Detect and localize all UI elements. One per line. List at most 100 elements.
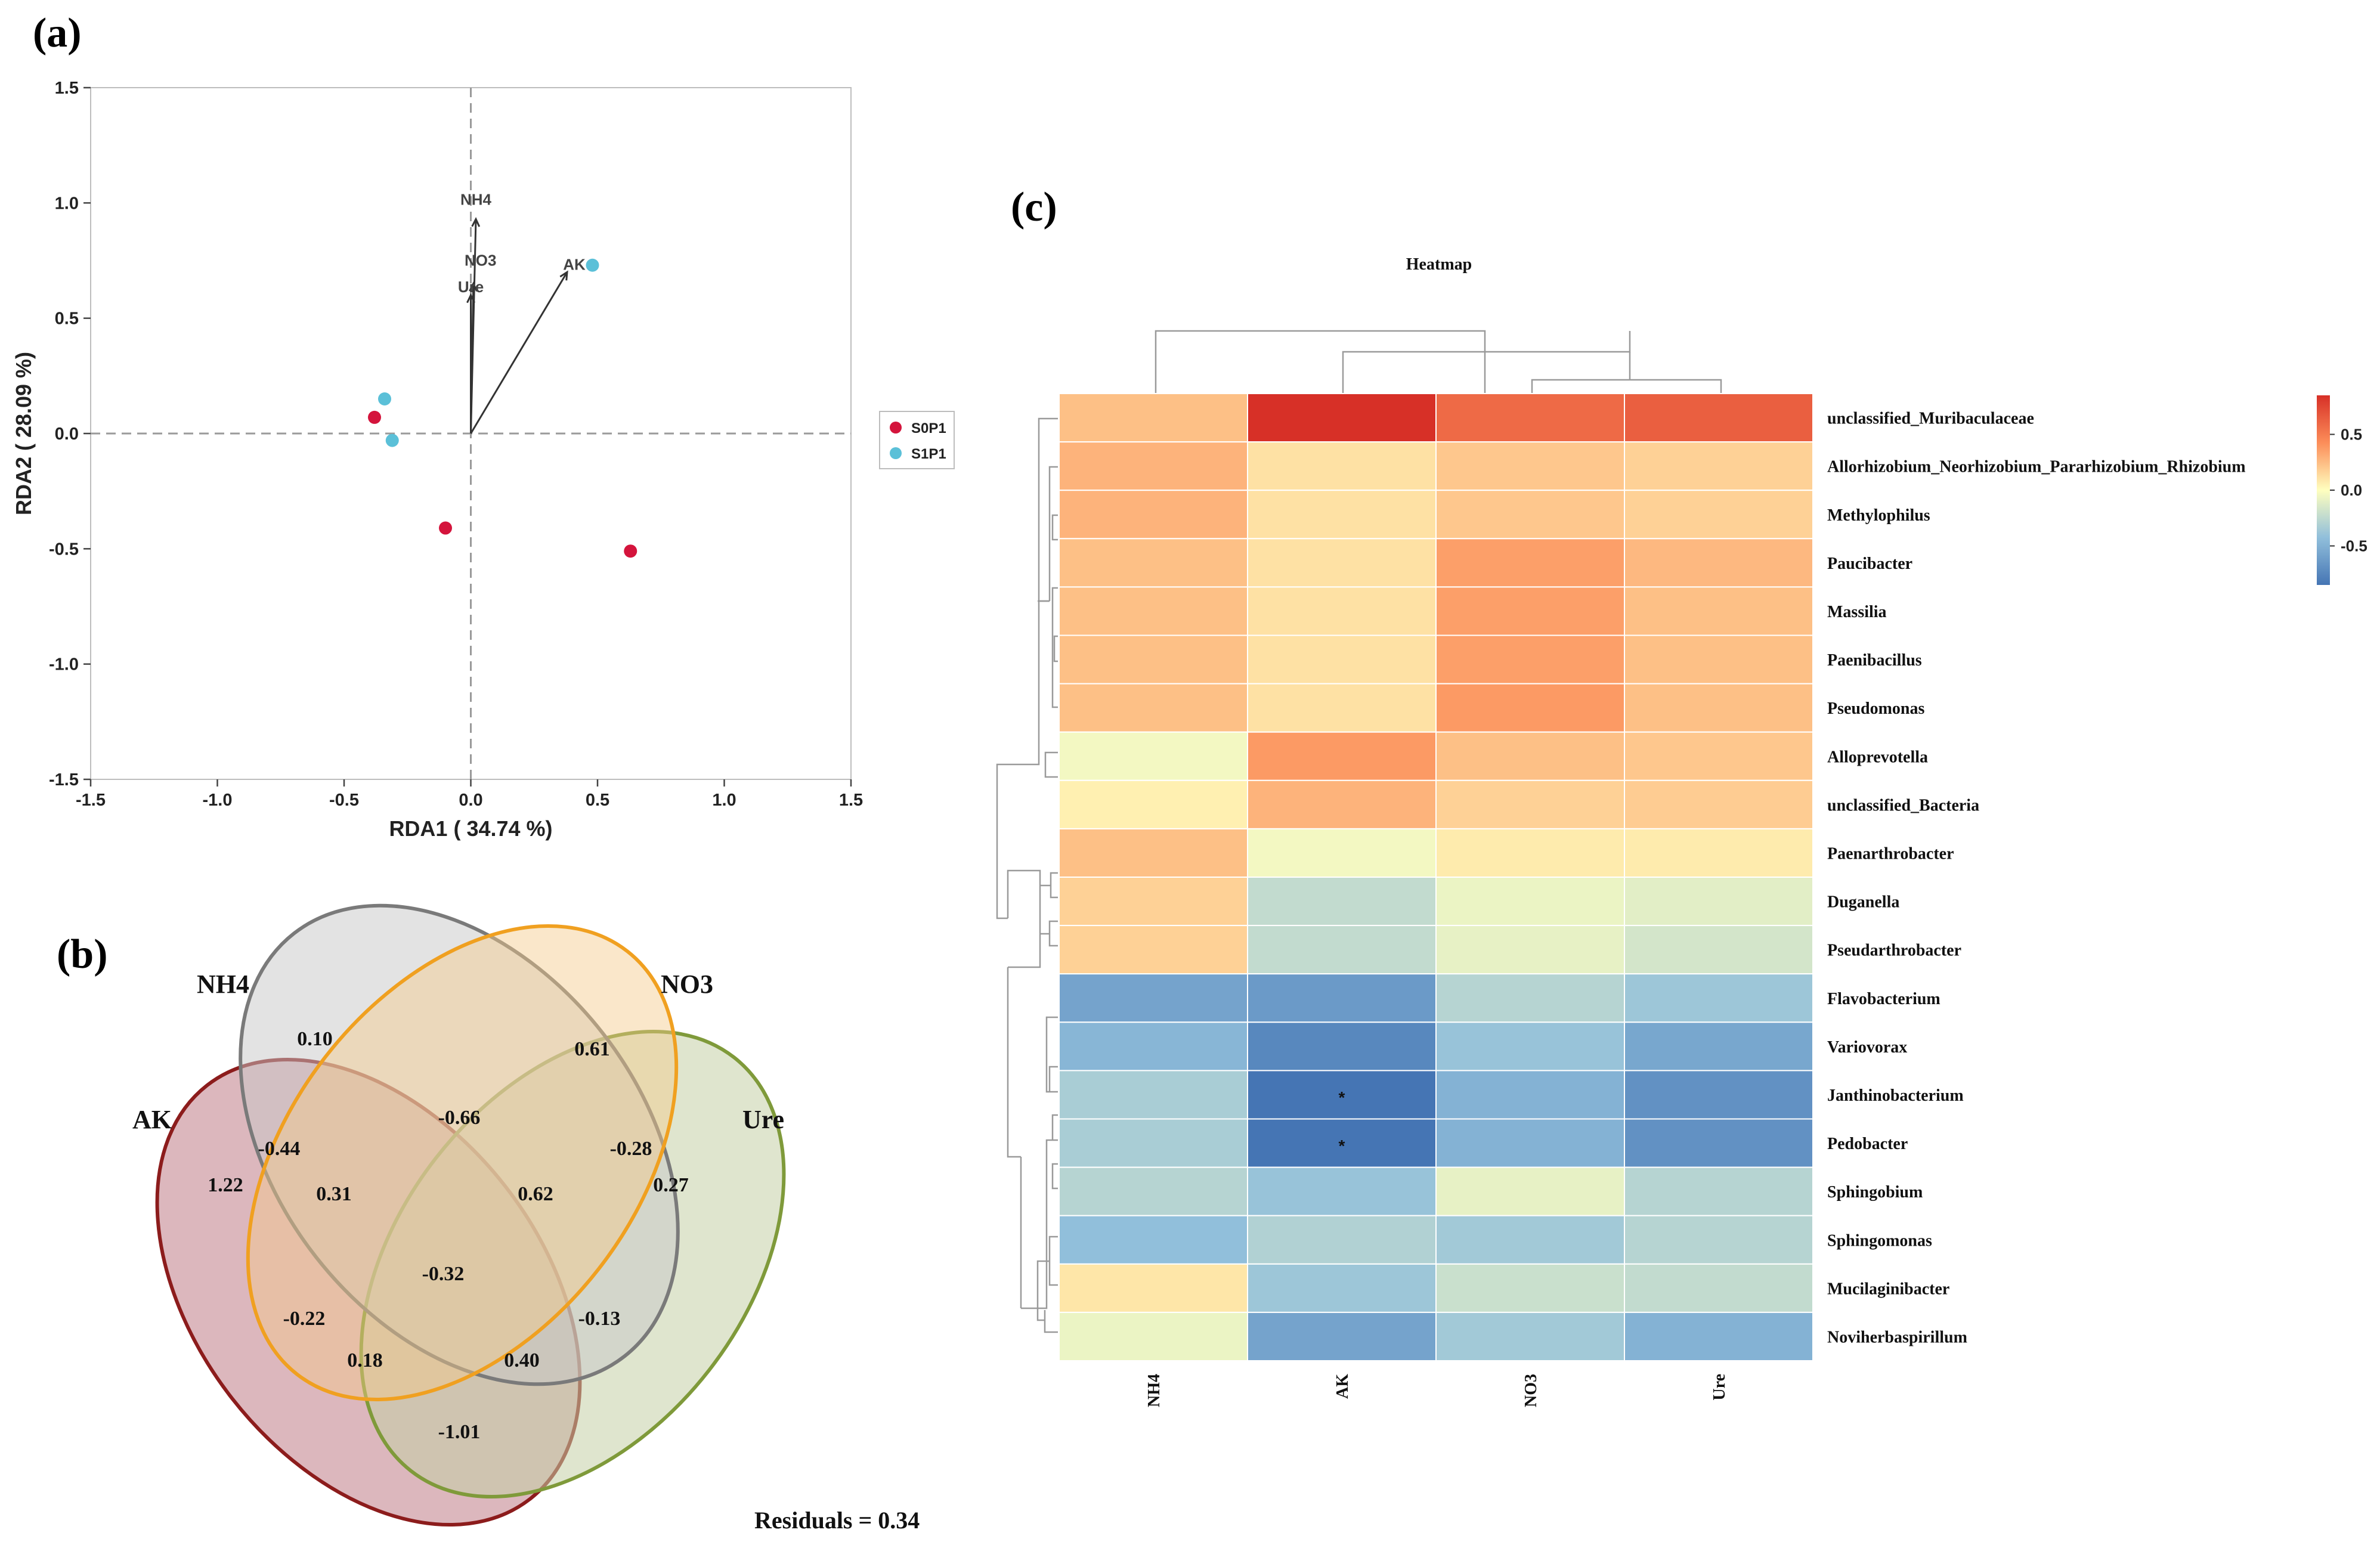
heatmap-column-label: AK [1333,1374,1352,1399]
venn-value-nh4-no3-ure: 0.62 [518,1183,553,1205]
heatmap-cell [1247,828,1437,878]
rda-y-tick-label: -1.5 [49,770,79,789]
heatmap-cell [1435,441,1625,491]
heatmap-row-label: Paenarthrobacter [1827,844,1954,863]
rda-point-s0p1 [368,410,381,424]
heatmap-row-label: Mucilaginibacter [1827,1280,1949,1298]
heatmap-cell [1247,1311,1437,1361]
heatmap-cell [1059,393,1248,443]
heatmap-cell [1247,634,1437,685]
rda-arrow-ure: Ure [458,278,484,434]
heatmap-row-label: Janthinobacterium [1827,1086,1964,1105]
heatmap-cell [1059,490,1248,540]
venn-value-no3-ure: -0.28 [610,1138,652,1160]
heatmap-row-label: Variovorax [1827,1038,1907,1057]
venn-residuals: Residuals = 0.34 [754,1507,920,1534]
heatmap-cell [1247,1215,1437,1265]
venn-diagram: NH4 NO3 AK Ure 0.10 0.61 -0.66 -0.44 -0.… [132,903,920,1534]
heatmap-significance-mark: * [1339,1088,1345,1107]
heatmap-cell [1624,877,1813,927]
legend-label-s0p1: S0P1 [911,420,946,436]
rda-y-tick-label: 1.0 [55,194,79,213]
heatmap-cell [1059,441,1248,491]
heatmap-cell [1435,1118,1625,1168]
heatmap-cell [1059,731,1248,781]
rda-y-tick-label: -0.5 [49,540,79,559]
venn-value-all-four: -0.32 [422,1263,465,1285]
heatmap-cell [1059,586,1248,636]
rda-x-tick-label: 0.5 [586,791,609,810]
heatmap-cell [1435,393,1625,443]
heatmap-row-label: Pseudarthrobacter [1827,942,1961,960]
legend-label-s1p1: S1P1 [911,446,946,462]
heatmap-row-label: Paenibacillus [1827,651,1922,670]
heatmap-cell [1624,1166,1813,1216]
venn-value-nh4-only: 0.10 [297,1028,333,1050]
heatmap-cell [1059,1021,1248,1072]
venn-value-ure-only: 0.27 [653,1174,689,1196]
heatmap-cell [1624,1215,1813,1265]
heatmap-cell [1435,877,1625,927]
venn-value-nh4-ak: -0.44 [258,1138,301,1160]
heatmap-cell [1624,683,1813,733]
venn-value-nh4-no3-ak: 0.31 [316,1183,352,1205]
heatmap-cell [1624,1021,1813,1072]
colorbar-tick-label: 0.5 [2341,425,2362,443]
rda-legend: S0P1 S1P1 [879,411,955,469]
heatmap: Heatmap [996,255,2367,1407]
venn-set-label-nh4: NH4 [197,970,249,999]
heatmap-colorbar: 0.5 0.0 -0.5 [2317,395,2367,585]
heatmap-cell [1247,925,1437,975]
venn-set-label-no3: NO3 [661,970,713,999]
heatmap-row-label: Sphingobium [1827,1183,1923,1202]
heatmap-cell [1435,1215,1625,1265]
heatmap-cell [1059,973,1248,1023]
heatmap-row-label: Alloprevotella [1827,748,1928,766]
venn-set-label-ure: Ure [742,1105,784,1134]
heatmap-cell [1059,1166,1248,1216]
heatmap-cell [1247,441,1437,491]
heatmap-cell [1624,441,1813,491]
heatmap-row-label: Pedobacter [1827,1135,1908,1153]
rda-y-axis-title: RDA2 ( 28.09 %) [11,352,36,515]
heatmap-cell [1247,1166,1437,1216]
heatmap-cell [1247,490,1437,540]
heatmap-cell [1435,634,1625,685]
heatmap-cell [1624,731,1813,781]
heatmap-cell [1247,538,1437,588]
heatmap-cell [1624,538,1813,588]
heatmap-cell [1435,586,1625,636]
heatmap-cell [1624,779,1813,829]
heatmap-cell [1624,1070,1813,1120]
venn-set-label-ak: AK [132,1105,172,1134]
rda-y-tick-label: 1.5 [55,79,79,98]
heatmap-row-label: Allorhizobium_Neorhizobium_Pararhizobium… [1827,458,2246,476]
heatmap-row-label: Noviherbaspirillum [1827,1328,1967,1346]
heatmap-cell [1624,586,1813,636]
rda-arrow-label: NO3 [465,252,496,270]
heatmap-row-label: Flavobacterium [1827,990,1940,1008]
heatmap-row-label: unclassified_Bacteria [1827,796,1979,815]
heatmap-row-label: Paucibacter [1827,555,1912,573]
heatmap-cell [1059,779,1248,829]
heatmap-column-label: Ure [1710,1374,1729,1401]
rda-point-s1p1 [378,392,391,405]
heatmap-row-label: Massilia [1827,603,1887,621]
heatmap-cell [1059,925,1248,975]
venn-ellipse-no3 [246,924,679,1402]
heatmap-cell [1435,1021,1625,1072]
heatmap-cell [1624,925,1813,975]
rda-point-s1p1 [586,258,599,272]
rda-x-tick-label: 1.0 [712,791,736,810]
heatmap-cell [1059,877,1248,927]
heatmap-row-label: Methylophilus [1827,506,1930,525]
rda-x-tick-label: -0.5 [329,791,359,810]
rda-x-tick-label: 1.5 [839,791,863,810]
heatmap-cell [1435,538,1625,588]
rda-point-s0p1 [624,544,637,558]
rda-y-tick-label: -1.0 [49,655,79,674]
venn-value-ak-only: 1.22 [208,1174,243,1196]
panel-c-label: (c) [1011,184,1057,230]
colorbar-tick-label: -0.5 [2341,537,2367,555]
